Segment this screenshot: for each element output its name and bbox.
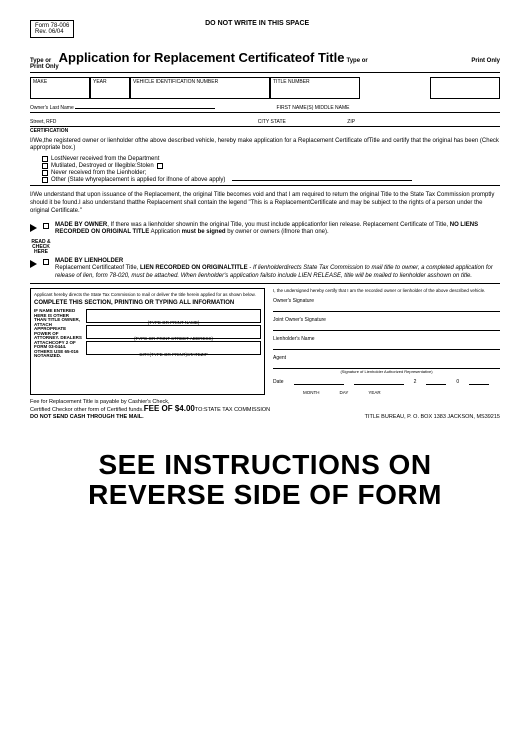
triangle-icon-2 [30,260,37,268]
left-intro: Applicant hereby directs the State Tax C… [34,292,261,297]
opt1-b1: , If there was a lienholder shownin the … [107,222,450,228]
agent-sub: (Signature of Lienholder Authorized Repr… [273,369,500,374]
address-field-label: (TYPE OR PRINT STREET ADDRESS) [134,336,213,341]
titleno-label: TITLE NUMBER [273,79,310,85]
titleno-cell[interactable]: TITLE NUMBER [270,77,360,99]
form-number-box: Form 78-006 Rev. 06/04 [30,20,74,38]
certification-label: CERTIFICATION [30,128,500,134]
cb-other-label: Other (State whyreplacement is applied f… [51,177,225,183]
joint-sig-label: Joint Owner's Signature [273,317,326,323]
name-field[interactable]: (TYPE OR PRINT NAME) [86,309,261,323]
understand-para: I/We understand that upon issuance of th… [30,192,500,215]
day-label: DAY [340,390,349,395]
made-by-owner-body: MADE BY OWNER, If there was a lienholder… [55,222,500,237]
city-field[interactable]: CITY(TYPE OR PRINT)STATEZIP [86,341,261,355]
owner-sig-label: Owner's Signature [273,298,314,304]
vin-label: VEHICLE IDENTIFICATION NUMBER [133,79,218,85]
made-by-lienholder-body: MADE BY LIENHOLDER Replacement Certifica… [55,258,500,281]
checkbox-owner[interactable] [43,223,49,229]
cb-lost-label: LostNever received from the Department [51,156,159,162]
form-title: Application for Replacement Certificateo… [59,50,345,65]
right-intro: I, the undersigned hereby certify that I… [273,288,500,293]
street-label: Street, RFD [30,119,56,125]
opt2-b1: Replacement Certificateof Title, [55,265,140,271]
form-rev: Rev. 06/04 [35,29,69,35]
fee-to: TO:STATE TAX COMMISSION [195,407,270,413]
year-label: YEAR [368,390,380,395]
fee-l2: Certified Checkor other form of Certifie… [30,407,144,413]
checkbox-lienholder[interactable] [43,259,49,265]
year-2: 2 [414,379,417,385]
address-field[interactable]: (TYPE OR PRINT STREET ADDRESS) [86,325,261,339]
fee-l3: DO NOT SEND CASH THROUGH THE MAIL. [30,414,270,420]
opt1-title: MADE BY OWNER [55,222,107,228]
fee-section: Fee for Replacement Title is payable by … [30,399,500,420]
year-0: 0 [456,379,459,385]
checkbox-never-lien[interactable] [42,170,48,176]
city-label: CITY [258,119,269,125]
opt1-b2: Application [149,229,181,235]
make-cell[interactable]: MAKE [30,77,90,99]
owner-last-label: Owner's Last Name [30,105,74,111]
vehicle-info-row: MAKE YEAR VEHICLE IDENTIFICATION NUMBER … [30,77,500,99]
read-check-label: READ & CHECK HERE [30,240,52,255]
signature-section: I, the undersigned hereby certify that I… [273,288,500,395]
name-field-label: (TYPE OR PRINT NAME) [148,320,200,325]
side-label: IF NAME ENTERED HERE IS OTHER THAN TITLE… [34,309,82,359]
vin-cell[interactable]: VEHICLE IDENTIFICATION NUMBER [130,77,270,99]
triangle-icon [30,224,37,232]
cert-text: I/We,the registered owner or lienholder … [30,138,500,152]
month-label: MONTH [303,390,320,395]
no-write-header: DO NOT WRITE IN THIS SPACE [74,20,440,27]
opt1-b3: by owner or owners (ifmore than one). [226,229,329,235]
fee-addr: TITLE BUREAU, P. O. BOX 1383 JACKSON, MS… [365,414,500,420]
opt1-bold2: must be signed [182,229,226,235]
type-print-left: Type or Print Only [30,58,59,70]
zip-label: ZIP [347,119,355,125]
checkbox-other[interactable] [42,177,48,183]
middle-name-label: MIDDLE NAME [315,105,350,111]
blank-cell[interactable] [430,77,500,99]
opt2-title: MADE BY LIENHOLDER [55,258,123,264]
cb-never-lien-label: Never received from the Lienholder; [51,170,146,176]
mail-to-section: Applicant hereby directs the State Tax C… [30,288,265,395]
state-label: STATE [271,119,286,125]
make-label: MAKE [33,79,47,85]
complete-header: COMPLETE THIS SECTION, PRINTING OR TYPIN… [34,300,261,306]
lien-name-label: Lienholder's Name [273,336,315,342]
reverse-instructions: SEE INSTRUCTIONS ON REVERSE SIDE OF FORM [30,450,500,509]
agent-label: Agent [273,355,286,361]
checkbox-mutilated[interactable] [42,163,48,169]
checkbox-lost[interactable] [42,156,48,162]
opt2-bold1: LIEN RECORDED ON ORIGINALTITLE [140,265,248,271]
checkbox-stolen[interactable] [157,163,163,169]
print-only-right: Print Only [471,58,500,64]
city-field-label: CITY(TYPE OR PRINT)STATEZIP [139,352,208,357]
fee-amount: FEE OF $4.00 [144,404,195,413]
type-or-right: Type or [346,58,367,64]
year-cell[interactable]: YEAR [90,77,130,99]
cb-mutilated-label: Mutilated, Destroyed or Illegible:Stolen [51,163,154,169]
year-label: YEAR [93,79,107,85]
date-label: Date [273,379,284,385]
first-name-label: FIRST NAME(S) [277,105,314,111]
